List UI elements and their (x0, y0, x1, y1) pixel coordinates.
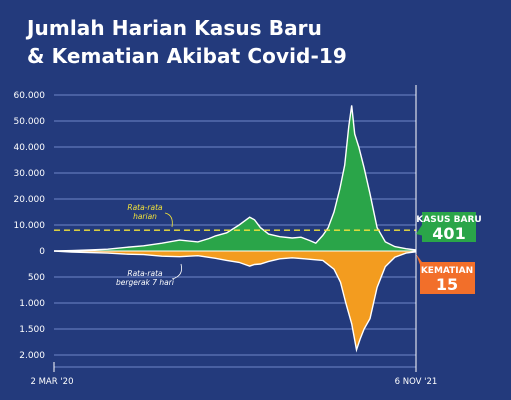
cases-badge-value: 401 (432, 224, 465, 243)
y-tick-deaths: 500 (28, 273, 45, 283)
cases-area (54, 105, 416, 252)
y-tick-deaths: 2.000 (19, 351, 45, 361)
title-line-2: & Kematian Akibat Covid-19 (27, 44, 347, 68)
cases-badge-label: KASUS BARU (416, 215, 481, 225)
chart-title: Jumlah Harian Kasus Baru & Kematian Akib… (27, 14, 347, 70)
rolling-note-line2: bergerak 7 hari (116, 278, 175, 287)
deaths-badge-value: 15 (436, 275, 458, 294)
x-tick-label-start: 2 MAR '20 (30, 377, 73, 387)
y-tick-cases: 20.000 (14, 195, 46, 205)
deaths-badge (420, 262, 475, 294)
rolling-note-line1: Rata-rata (127, 269, 163, 278)
deaths-rolling-line (53, 250, 417, 353)
y-tick-cases: 40.000 (14, 143, 46, 153)
y-tick-cases: 50.000 (14, 117, 46, 127)
y-tick-deaths: 1.500 (19, 325, 45, 335)
y-tick-cases: 0 (39, 247, 45, 257)
average-note-line1: Rata-rata (127, 203, 163, 212)
cases-rolling-line (53, 105, 417, 252)
deaths-area (54, 251, 416, 350)
cases-badge (422, 212, 476, 242)
x-tick-label-end: 6 NOV '21 (395, 377, 438, 387)
rolling-note-arrow (171, 263, 182, 280)
average-note-line2: harian (133, 212, 157, 221)
y-tick-deaths: 1.000 (19, 299, 45, 309)
title-line-1: Jumlah Harian Kasus Baru (27, 16, 322, 40)
y-tick-cases: 60.000 (14, 91, 46, 101)
deaths-badge-label: KEMATIAN (421, 266, 473, 276)
average-note-arrow (164, 212, 173, 228)
y-tick-cases: 30.000 (14, 169, 46, 179)
y-tick-cases: 10.000 (14, 221, 46, 231)
